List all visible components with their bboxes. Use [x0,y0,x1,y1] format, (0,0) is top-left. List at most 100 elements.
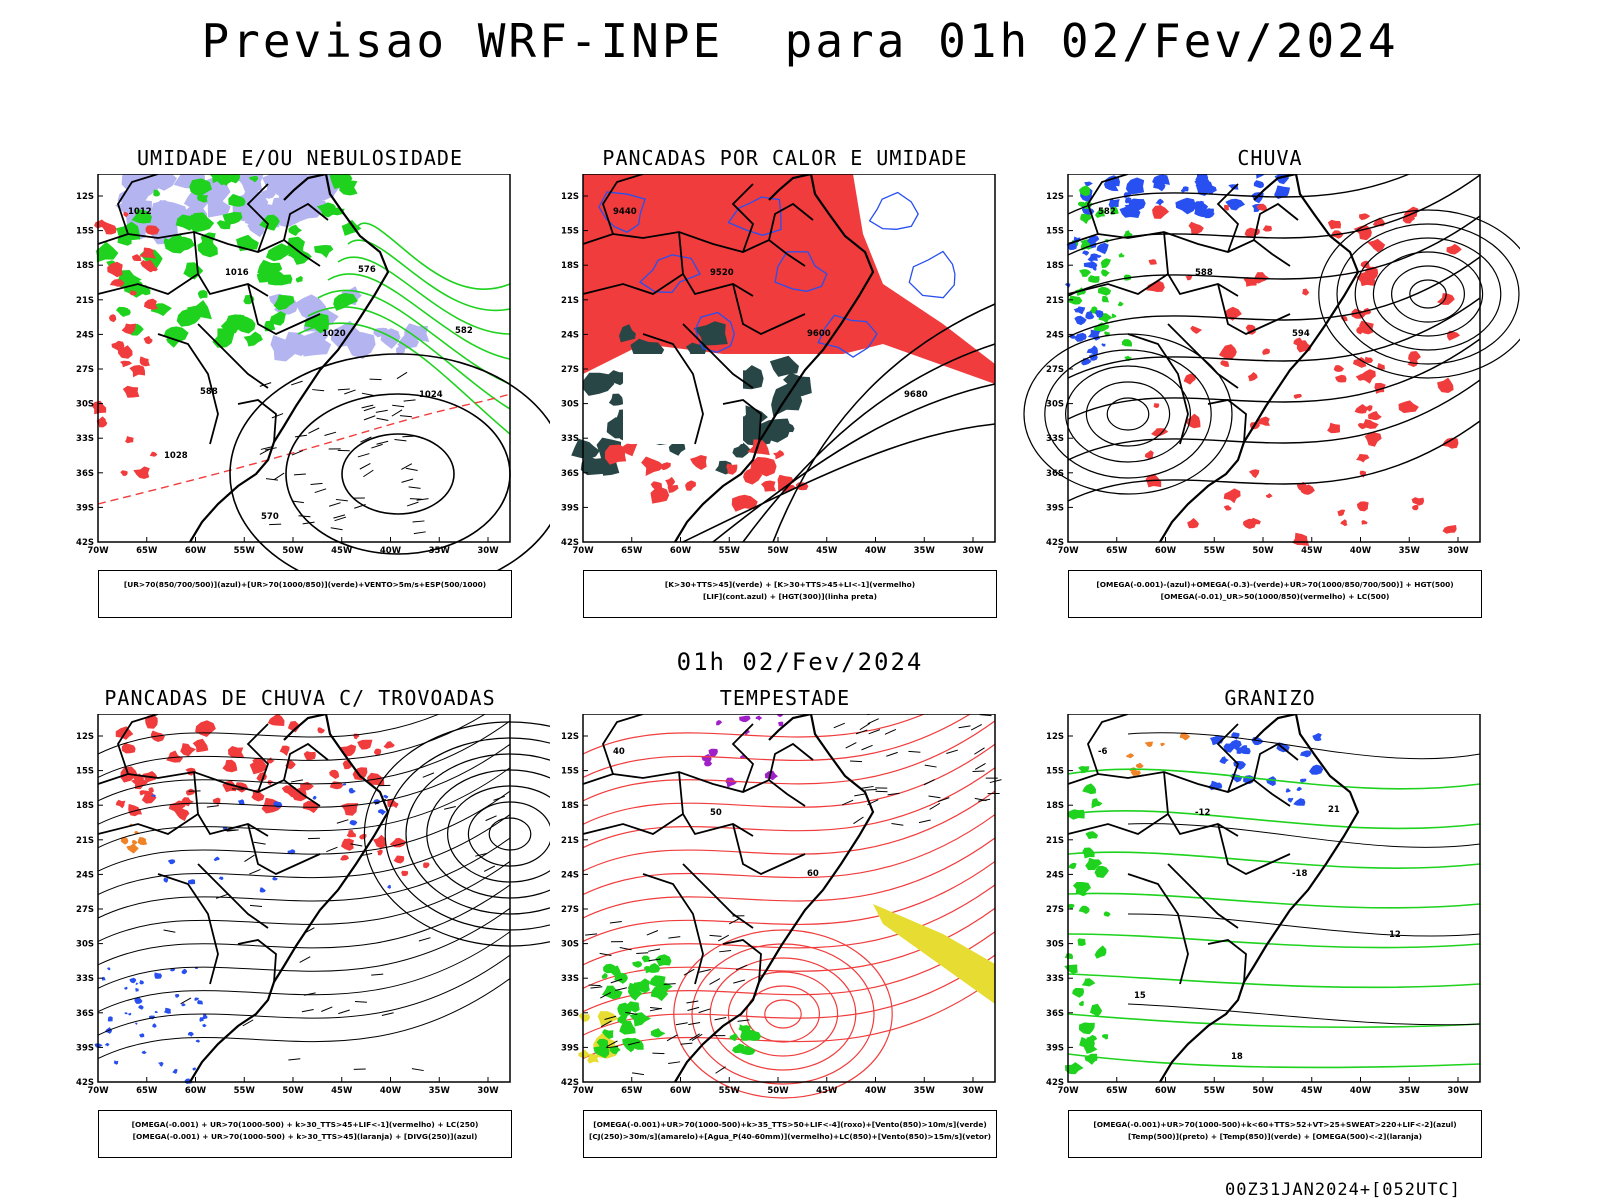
thunderstorm-area [287,721,300,733]
wind-850-green [624,1001,640,1013]
wind-850-green [633,978,650,994]
wind-vector [714,1016,727,1021]
humidity-low [295,276,303,283]
humidity-low [153,189,161,197]
lat-tick-label: 42S [1046,1078,1064,1088]
thunderstorm-area [180,743,197,757]
lon-tick-label: 50W [1252,1086,1274,1096]
lon-tick-label: 45W [816,1086,838,1096]
instability-area [660,462,671,471]
rain-area [1377,362,1385,370]
map-frame [582,174,996,543]
wind-vector [735,964,748,971]
lon-tick-label: 55W [719,1086,741,1096]
lat-tick-label: 42S [561,1078,579,1088]
storm-purple [716,720,723,726]
rain-area [1367,238,1386,253]
lon-tick-label: 60W [1155,546,1177,556]
streamline [1064,365,1192,463]
rain-area [1153,403,1160,409]
country-border [642,873,704,985]
omega-orange [1126,753,1134,759]
country-border [602,174,644,235]
legend-storm: [OMEGA(-0.001)+UR>70(1000-500)+k>35_TTS>… [583,1110,997,1158]
instability-area [583,174,995,384]
wind-vector [483,865,496,872]
map-storm: 40 50 60 12S 15S 18S 21S 24S 27S 30S 33S 36S 39S 42S7… [561,714,1002,1099]
thunderstorm-area [346,829,356,838]
instability-area [731,494,758,512]
map-humidity: 1012 1016 1020 1024 1028 570 576 582 588 12S 15S 18… [76,174,550,574]
thunderstorm-area [251,789,265,802]
country-border [1087,714,1129,775]
lat-tick-label: 27S [76,905,94,915]
temp-850-green [1082,783,1096,795]
wind-vector [719,950,732,953]
wind-850-green [738,1024,748,1033]
streamline [1391,265,1466,323]
rain-area [1363,356,1374,364]
lat-tick-label: 27S [561,365,579,375]
omega-green [1079,269,1092,277]
streamline [582,860,996,942]
wind-vector [413,531,426,535]
humidity-contour [337,256,511,335]
coastline [1253,714,1297,741]
humidity-low [267,269,286,286]
hail-blue [1287,797,1294,803]
lat-tick-label: 21S [1046,296,1064,306]
thunderstorm-area [329,769,340,780]
divergence-blue [167,859,176,865]
rain-area [1335,374,1347,383]
divergence-blue [348,787,356,794]
map-frame [1067,714,1481,1083]
legend-thunderstorms: [OMEGA(-0.001) + UR>70(1000-500) + k>30_… [98,1110,512,1158]
thickness-contour [97,393,511,505]
humidity-low [176,308,201,327]
wind-vector [371,973,384,976]
temp-850-contour [1067,1013,1481,1029]
divergence-blue [349,820,358,826]
contour-label: 582 [455,326,473,336]
wind-vector [928,795,941,799]
divergence-blue [188,879,196,885]
temp-850-green [1094,865,1109,878]
rain-area [1333,365,1345,372]
wind-vector [737,1019,750,1022]
storm-purple [755,715,763,721]
wind-vector [636,952,649,955]
contour-label: -18 [1292,869,1307,879]
lat-tick-label: 36S [76,469,94,479]
rain-area [1374,382,1386,394]
wind-vector [302,521,315,525]
thunderstorm-area [131,778,148,790]
wind-850-green [732,1043,745,1054]
coastline [189,174,390,543]
wind-vector [244,854,255,863]
rain-area [1359,213,1371,221]
temp-500-contour [1127,913,1481,937]
wind-vector [686,1000,699,1004]
divergence-blue [113,1060,119,1065]
divergence-blue [383,794,389,799]
wind-vector [371,443,383,449]
hail-blue [1309,764,1324,775]
lif-contour [817,314,878,358]
omega-green [1117,301,1124,307]
lon-tick-label: 30W [1447,546,1469,556]
instability-area [773,450,785,460]
instability-area [743,468,763,485]
rain-area [1187,518,1199,529]
humidity-high [260,188,276,199]
wind-vector [666,1034,678,1042]
streamline [727,971,839,1057]
legend-humidity: [UR>70(850/700/500)](azul)+[UR>70(1000/8… [98,570,512,618]
rain-area [1361,520,1368,525]
lat-tick-label: 39S [561,1043,579,1053]
omega-green [1118,252,1125,258]
wind-vector [412,520,425,523]
wind-vector [845,742,857,749]
omega-green [1100,258,1112,268]
divergence-blue [287,849,296,855]
wind-vector [668,1061,681,1065]
